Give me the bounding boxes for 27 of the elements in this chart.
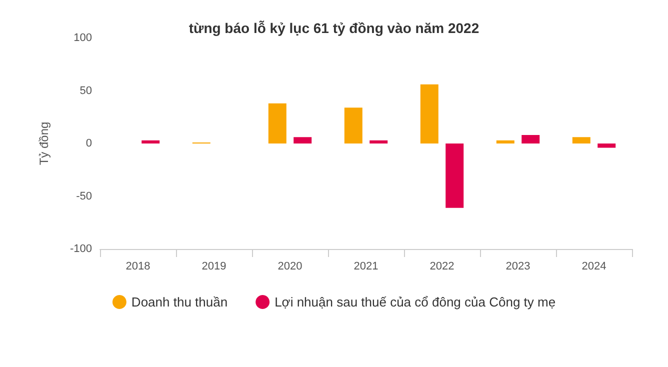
x-tick-label: 2023 — [506, 260, 530, 272]
x-tick-label: 2021 — [354, 260, 378, 272]
bar — [268, 103, 286, 144]
y-tick-label: 50 — [80, 84, 92, 97]
bar — [496, 140, 514, 144]
x-tick-label: 2019 — [202, 260, 226, 272]
chart-title: từng báo lỗ kỷ lục 61 tỷ đồng vào năm 2022 — [188, 20, 480, 36]
y-tick-label: -100 — [70, 243, 92, 255]
bar — [370, 140, 388, 144]
legend-label: Lợi nhuận sau thuế của cổ đông của Công ty mẹ — [274, 294, 556, 310]
y-tick-label: -50 — [76, 190, 92, 202]
legend-label: Doanh thu thuần — [131, 294, 228, 310]
bar — [598, 144, 616, 148]
bar — [420, 84, 438, 144]
bar — [572, 137, 590, 144]
y-tick-label: 100 — [74, 32, 92, 44]
x-tick-label: 2024 — [582, 260, 606, 272]
bar — [344, 108, 362, 144]
x-tick-label: 2020 — [278, 260, 302, 272]
x-tick-label: 2022 — [430, 260, 454, 272]
x-tick-label: 2018 — [126, 260, 150, 272]
bar — [142, 140, 160, 144]
bar — [446, 144, 464, 208]
bar — [522, 135, 540, 144]
y-tick-label: 0 — [86, 138, 92, 150]
bar — [294, 137, 312, 144]
y-axis-title: Tỷ đồng — [37, 122, 51, 166]
